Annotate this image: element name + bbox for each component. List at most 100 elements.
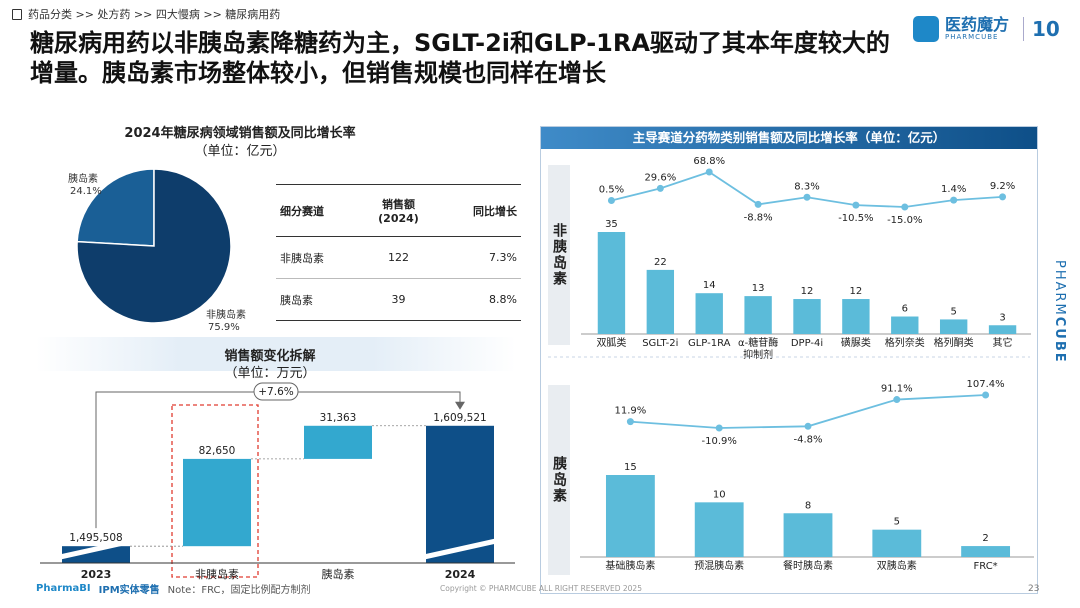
growth-arrow-line [95, 391, 461, 529]
row-segment: 非胰岛素 [276, 236, 360, 279]
bar [872, 529, 922, 557]
category-label: 餐时胰岛素 [783, 559, 833, 572]
growth-label: -8.8% [744, 212, 773, 223]
bar [597, 232, 626, 334]
growth-point [901, 203, 909, 211]
ipm-label: IPM实体零售 [98, 585, 160, 596]
row-sales: 39 [359, 278, 438, 321]
pie-slice-pct: 24.1% [70, 186, 102, 197]
growth-point [656, 184, 664, 192]
growth-label: 91.1% [881, 384, 913, 395]
bar [891, 316, 919, 334]
bar [793, 299, 821, 334]
growth-label: 29.6% [644, 172, 676, 183]
growth-point [804, 422, 812, 430]
category-label: DPP-4i [791, 338, 823, 349]
growth-point [999, 193, 1007, 201]
growth-point [626, 418, 634, 426]
pie-slice-label: 非胰岛素 [206, 308, 246, 321]
waterfall-value-label: 82,650 [199, 445, 236, 457]
growth-point [607, 197, 615, 205]
category-label: 双胰岛素 [877, 559, 917, 572]
section-label-insulin: 胰岛素 [548, 385, 570, 575]
waterfall-value-label: 31,363 [320, 412, 357, 424]
bar [694, 502, 744, 557]
side-brand: PHARMCUBE [1052, 260, 1067, 364]
growth-label: 1.4% [941, 184, 966, 195]
category-label: 基础胰岛素 [605, 559, 655, 572]
insulin-chart: 15 基础胰岛素 10 预混胰岛素 8 餐时胰岛素 5 双胰岛素 2 FRC* 11.9% -10.9… [580, 379, 1034, 572]
pie-slice [76, 168, 232, 324]
waterfall-category-label: 非胰岛素 [195, 567, 239, 581]
bar-value-label: 10 [713, 489, 726, 500]
header-sales: 销售额 (2024) [359, 184, 438, 237]
waterfall-title: 销售额变化拆解 [224, 349, 316, 364]
right-panel-title: 主导赛道分药物类别销售额及同比增长率（单位：亿元） [541, 127, 1037, 149]
anniversary-badge: 10 [1023, 17, 1060, 41]
growth-label: +7.6% [258, 386, 293, 398]
growth-label: 11.9% [615, 406, 647, 417]
logo-text: 医药魔方 [945, 15, 1010, 34]
category-label: 格列奈类 [885, 336, 925, 349]
right-panel [540, 126, 1038, 594]
growth-point [803, 193, 811, 201]
side-brand-prefix: PHARM [1052, 260, 1067, 317]
bar-value-label: 35 [605, 219, 618, 230]
header-segment: 细分赛道 [276, 184, 360, 237]
category-label: 其它 [993, 336, 1013, 349]
waterfall-bar [426, 425, 494, 563]
bar-value-label: 6 [902, 304, 908, 315]
growth-point [982, 391, 990, 399]
logo-subtext: PHARMCUBE [945, 33, 999, 41]
waterfall-title-band [36, 337, 516, 371]
category-label: 格列酮类 [934, 336, 974, 349]
bar [939, 319, 968, 334]
category-label: 双胍类 [596, 336, 626, 349]
category-label: SGLT-2i [642, 338, 678, 349]
waterfall-bar [304, 425, 372, 459]
growth-point [950, 196, 958, 204]
growth-label: -10.5% [838, 213, 873, 224]
growth-label: -15.0% [887, 215, 922, 226]
row-growth: 8.8% [437, 278, 521, 321]
axis-break [423, 538, 497, 560]
table-row: 非胰岛素 122 7.3% [276, 236, 521, 279]
category-label: 预混胰岛素 [694, 559, 744, 572]
bar [842, 299, 870, 334]
growth-point [705, 168, 713, 176]
pie-unit: （单位：亿元） [194, 144, 286, 159]
row-growth: 7.3% [437, 236, 521, 279]
category-label: FRC* [974, 561, 998, 572]
footer-note: Note：FRC，固定比例配方制剂 [167, 585, 311, 596]
sales-table: 细分赛道 销售额 (2024) 同比增长 非胰岛素 122 7.3% 胰岛素 3… [276, 184, 521, 321]
bar [783, 513, 833, 557]
page-title: 糖尿病用药以非胰岛素降糖药为主，SGLT-2i和GLP-1RA驱动了其本年度较大… [30, 29, 890, 87]
growth-label: 0.5% [599, 185, 624, 196]
table-header-row: 细分赛道 销售额 (2024) 同比增长 [276, 184, 521, 237]
waterfall-bar [183, 458, 251, 547]
growth-label: -4.8% [793, 434, 822, 445]
bar-value-label: 3 [999, 312, 1005, 323]
waterfall-category-label: 2023 [81, 568, 112, 581]
highlight-box [171, 404, 259, 578]
bar-value-label: 2 [982, 533, 988, 544]
category-label: GLP-1RA [688, 338, 731, 349]
breadcrumb: 药品分类 >> 处方药 >> 四大慢病 >> 糖尿病用药 [12, 6, 280, 22]
growth-label: 68.8% [693, 156, 725, 167]
growth-label: 107.4% [967, 379, 1005, 390]
breadcrumb-text: 药品分类 >> 处方药 >> 四大慢病 >> 糖尿病用药 [28, 8, 281, 21]
growth-arrow-head [455, 401, 465, 410]
bar-value-label: 8 [805, 500, 811, 511]
growth-point [893, 396, 901, 404]
bar-value-label: 5 [894, 517, 900, 528]
growth-point [715, 424, 723, 432]
bar-value-label: 13 [752, 283, 765, 294]
header-growth: 同比增长 [437, 184, 521, 237]
pharmabi-logo: PharmaBI [36, 583, 91, 594]
bar-value-label: 12 [801, 286, 814, 297]
pie-title: 2024年糖尿病领域销售额及同比增长率 [124, 126, 356, 141]
category-label: 磺脲类 [841, 336, 871, 349]
bar-value-label: 22 [654, 257, 667, 268]
